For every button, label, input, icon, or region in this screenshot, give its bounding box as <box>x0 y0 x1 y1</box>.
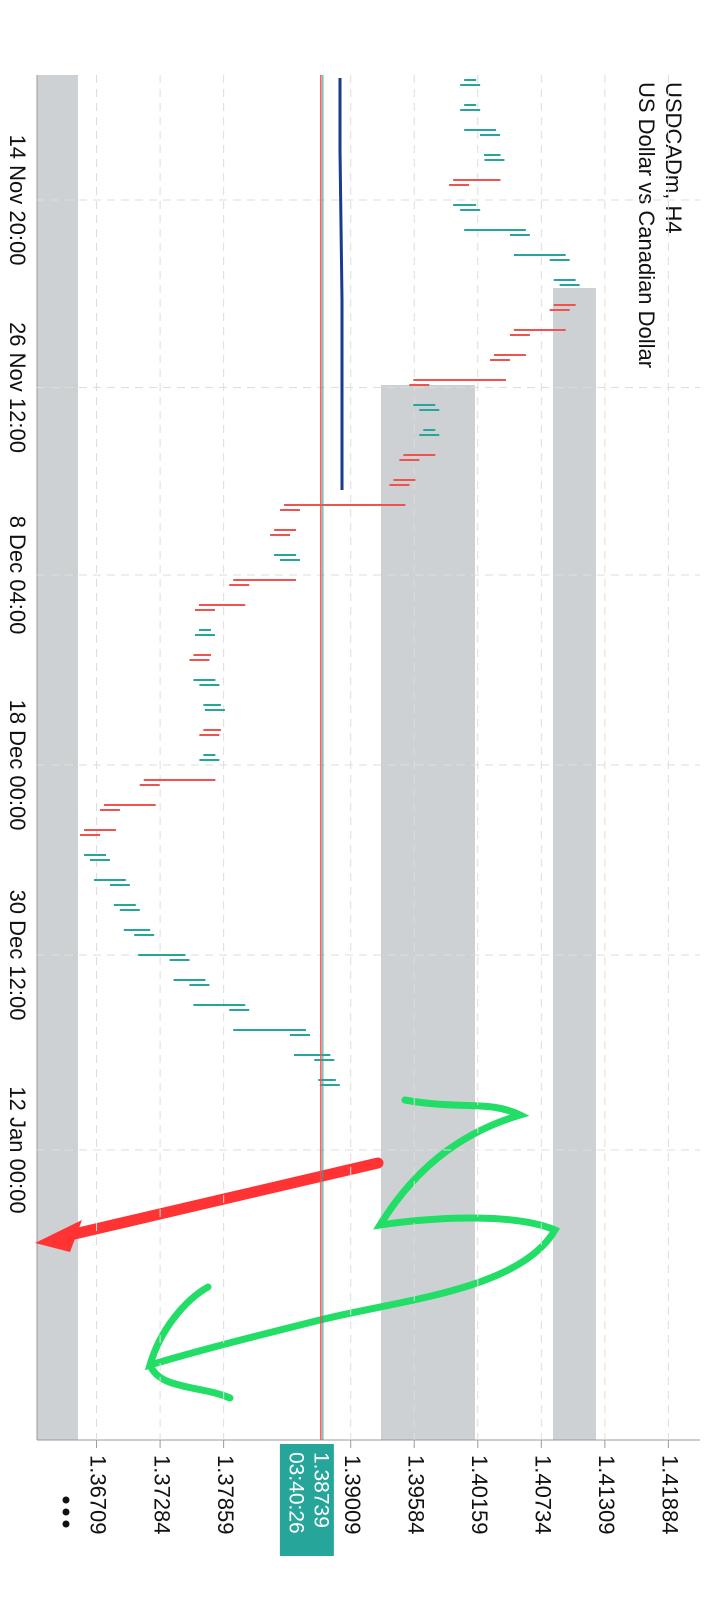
shaded-zone <box>37 75 78 1440</box>
y-tick-label: 1.40734 <box>531 1455 556 1535</box>
y-tick-label: 1.37284 <box>149 1455 174 1535</box>
x-tick-label: 30 Dec 12:00 <box>5 890 30 1021</box>
y-tick-label: 1.39009 <box>340 1455 365 1535</box>
current-price-label: 1.38739 <box>309 1452 332 1528</box>
menu-dot[interactable] <box>62 1508 70 1516</box>
annotation-scribble <box>144 1096 561 1402</box>
x-tick-label: 8 Dec 04:00 <box>5 516 30 635</box>
y-tick-label: 1.37859 <box>213 1455 238 1535</box>
y-tick-label: 1.41309 <box>594 1455 619 1535</box>
menu-dot[interactable] <box>62 1520 70 1528</box>
y-tick-label: 1.39584 <box>403 1455 428 1535</box>
x-tick-label: 26 Nov 12:00 <box>5 322 30 453</box>
shaded-zone <box>553 288 596 1440</box>
y-tick-label: 1.36709 <box>86 1455 111 1535</box>
shaded-zone <box>381 385 475 1440</box>
x-tick-label: 14 Nov 20:00 <box>5 135 30 266</box>
current-price-box <box>279 1444 334 1556</box>
annotation-arrowhead <box>35 1220 82 1252</box>
x-tick-label: 18 Dec 00:00 <box>5 700 30 831</box>
chart-subtitle: US Dollar vs Canadian Dollar <box>634 82 659 368</box>
indicator-line <box>338 78 344 490</box>
x-tick-label: 12 Jan 00:00 <box>5 1086 30 1213</box>
chart-title: USDCADm, H4 <box>661 82 686 234</box>
y-tick-label: 1.40159 <box>467 1455 492 1535</box>
y-tick-label: 1.41884 <box>658 1455 683 1535</box>
countdown-label: 03:40:26 <box>284 1452 307 1534</box>
menu-dot[interactable] <box>62 1496 70 1504</box>
